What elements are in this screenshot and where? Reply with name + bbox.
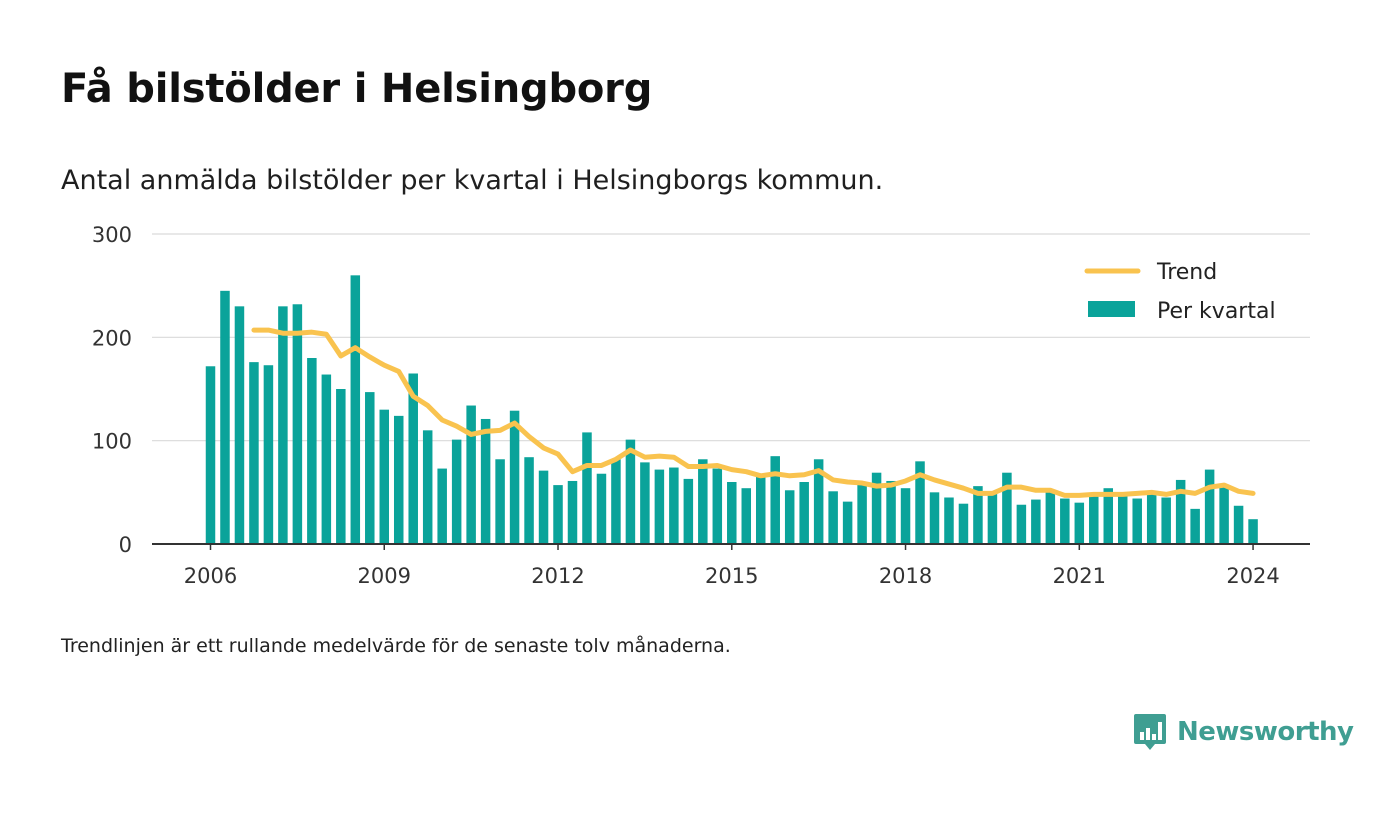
legend-bar-swatch (1088, 301, 1135, 317)
bar (842, 501, 853, 544)
y-tick-label: 100 (92, 430, 132, 454)
bar (220, 290, 230, 544)
bar (1233, 505, 1244, 544)
x-tick-label: 2021 (1053, 564, 1106, 588)
bar (1175, 479, 1186, 544)
bar (1060, 498, 1070, 544)
bar (1161, 497, 1171, 544)
bar (1132, 498, 1142, 544)
trend-series (251, 327, 1256, 498)
bar (393, 415, 404, 544)
bar (365, 392, 375, 544)
newsworthy-logo-icon (1134, 714, 1166, 750)
bar (1074, 502, 1085, 544)
bar (741, 488, 752, 544)
x-tick-label: 2009 (358, 564, 411, 588)
bar (784, 490, 795, 544)
bar (553, 485, 563, 544)
x-tick-label: 2006 (184, 564, 237, 588)
bar (307, 358, 317, 544)
bar (1103, 488, 1114, 544)
chart-subtitle: Antal anmälda bilstölder per kvartal i H… (61, 165, 884, 196)
bar (944, 497, 954, 544)
bar (1045, 492, 1056, 544)
bar (321, 374, 332, 544)
bar (799, 482, 809, 544)
bar (900, 488, 911, 544)
bar (683, 478, 694, 544)
bar (249, 362, 259, 544)
bar (929, 492, 940, 544)
bar (973, 486, 983, 544)
y-tick-label: 0 (119, 533, 132, 557)
legend-bar-label: Per kvartal (1157, 299, 1276, 324)
bar (755, 475, 766, 544)
bar (611, 459, 621, 544)
bar (379, 409, 390, 544)
bar (654, 469, 665, 544)
bar (987, 492, 998, 544)
bar (582, 432, 592, 544)
y-tick-label: 300 (92, 223, 132, 247)
bar (857, 483, 867, 544)
bar (437, 468, 447, 544)
legend-trend-label: Trend (1156, 260, 1217, 285)
bar (1031, 499, 1041, 544)
bar (1190, 508, 1200, 544)
bar (871, 472, 882, 544)
bar (292, 304, 303, 544)
x-tick-label: 2015 (705, 564, 758, 588)
bar (1117, 495, 1128, 544)
bar (1146, 494, 1157, 544)
bar (1219, 487, 1229, 544)
bar (669, 467, 679, 544)
x-tick-label: 2024 (1226, 564, 1279, 588)
bar (538, 470, 549, 544)
bar (1204, 469, 1215, 544)
bar (524, 457, 534, 544)
legend: Trend Per kvartal (1084, 260, 1276, 324)
chart-title: Få bilstölder i Helsingborg (61, 66, 653, 112)
bar (205, 366, 216, 544)
bar (727, 482, 737, 544)
bar (1016, 504, 1027, 544)
axes: 0 100 200 300 2006 2009 2012 2015 2018 2021 2024 (92, 223, 1310, 588)
bar (958, 503, 969, 544)
bar (422, 430, 433, 544)
bar-series (205, 275, 1258, 544)
bar (350, 275, 361, 544)
x-tick-label: 2012 (531, 564, 584, 588)
bar (408, 373, 418, 544)
bar (234, 306, 245, 544)
bar (336, 389, 346, 544)
bar (567, 480, 578, 544)
bar (278, 306, 288, 544)
bar (466, 405, 476, 544)
bar (1089, 495, 1099, 544)
bar (596, 473, 607, 544)
bar (640, 462, 650, 544)
bar (698, 459, 708, 544)
bar (770, 456, 780, 544)
bar (828, 491, 838, 544)
bar (712, 468, 723, 544)
bar (1002, 472, 1012, 544)
brand-name: Newsworthy (1177, 717, 1354, 747)
bar (451, 439, 462, 544)
bar (886, 480, 896, 544)
bar (915, 461, 925, 544)
bar (495, 459, 505, 544)
newsworthy-brand[interactable]: Newsworthy (1133, 710, 1354, 754)
x-tick-label: 2018 (879, 564, 932, 588)
trend-line (251, 327, 1256, 498)
bar (480, 418, 491, 544)
footnote: Trendlinjen är ett rullande medelvärde f… (61, 635, 731, 657)
bar (509, 410, 520, 544)
bar (813, 459, 824, 544)
bar (625, 439, 636, 544)
bar (263, 365, 274, 544)
y-tick-label: 200 (92, 326, 132, 350)
bar (1248, 519, 1258, 544)
